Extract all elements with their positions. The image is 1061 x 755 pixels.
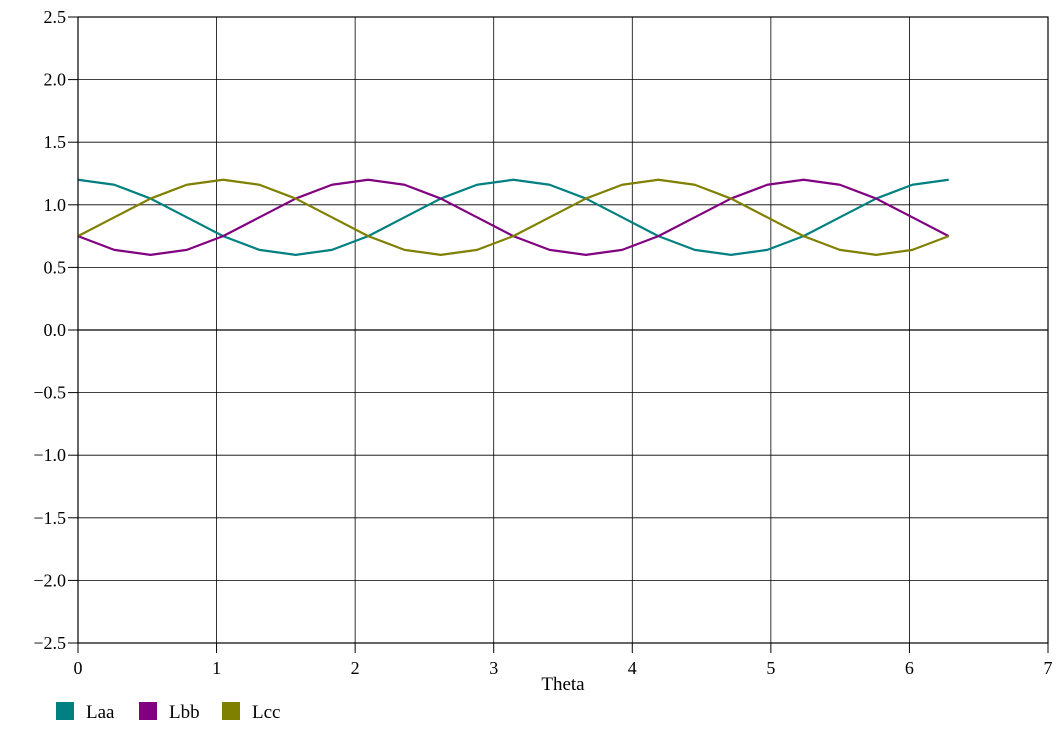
series-line-laa <box>77 178 949 256</box>
series-line-lcc <box>77 178 950 256</box>
x-tick-label: 1 <box>212 658 221 678</box>
legend-swatch-lcc <box>222 702 240 720</box>
y-tick-label: −2.5 <box>33 633 66 653</box>
y-tick-label: 1.5 <box>44 132 67 152</box>
x-axis-ticks: 0 1 2 3 4 5 6 7 <box>74 643 1053 678</box>
y-tick-label: 1.0 <box>44 195 67 215</box>
y-axis-ticks: −2.5 −2.0 −1.5 −1.0 −0.5 0.0 0.5 1.0 1.5 2.0 2.5 <box>33 7 78 653</box>
series-line-lbb <box>77 178 950 256</box>
x-tick-label: 3 <box>489 658 498 678</box>
series-layer <box>77 178 950 256</box>
x-tick-label: 0 <box>74 658 83 678</box>
x-tick-label: 2 <box>351 658 360 678</box>
grid <box>77 16 1049 644</box>
y-tick-label: 2.0 <box>44 70 67 90</box>
legend-label-lcc: Lcc <box>252 702 280 723</box>
y-tick-label: 2.5 <box>44 7 67 27</box>
y-tick-label: 0.0 <box>44 320 67 340</box>
legend: Laa Lbb Lcc <box>56 702 280 723</box>
legend-swatch-lbb <box>139 702 157 720</box>
y-tick-label: −2.0 <box>33 570 66 590</box>
y-tick-label: 0.5 <box>44 257 67 277</box>
x-tick-label: 6 <box>905 658 914 678</box>
y-tick-label: −1.0 <box>33 445 66 465</box>
y-tick-label: −0.5 <box>33 383 66 403</box>
x-tick-label: 5 <box>766 658 775 678</box>
legend-swatch-laa <box>56 702 74 720</box>
legend-label-lbb: Lbb <box>169 702 200 723</box>
x-tick-label: 4 <box>628 658 637 678</box>
legend-label-laa: Laa <box>86 702 115 723</box>
y-tick-label: −1.5 <box>33 508 66 528</box>
x-axis-label: Theta <box>541 674 585 695</box>
x-tick-label: 7 <box>1044 658 1053 678</box>
